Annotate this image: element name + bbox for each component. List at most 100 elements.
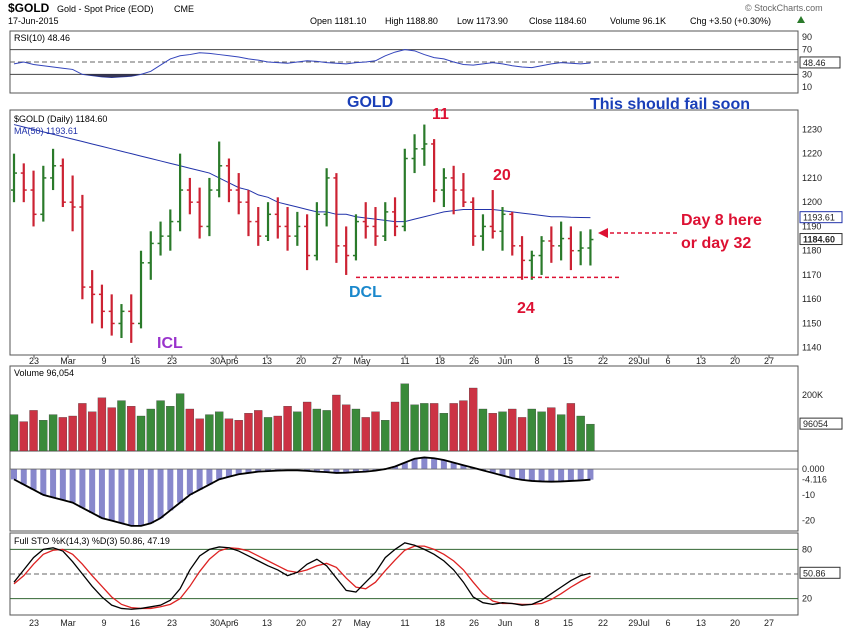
ohlc-low: Low 1173.90 xyxy=(457,16,508,26)
sto-k-line xyxy=(13,542,591,610)
volume-bar xyxy=(390,401,400,452)
volume-bar xyxy=(556,414,566,452)
symbol-title: $GOLD xyxy=(8,1,50,15)
price-x-tick: 6 xyxy=(665,356,670,366)
rsi-y-tick: 30 xyxy=(802,69,812,79)
volume-bar xyxy=(166,406,175,452)
bottom-x-tick: 13 xyxy=(262,618,272,628)
up-triangle-icon xyxy=(797,16,805,23)
macd-layer: 0.000-4.116 -10 -20 xyxy=(10,456,827,527)
volume-bar xyxy=(586,423,595,452)
last-price-box xyxy=(799,233,843,246)
cycle-low-24-label: 24 xyxy=(517,300,535,317)
price-x-tick: 13 xyxy=(262,356,272,366)
volume-bar xyxy=(478,408,488,452)
volume-bar xyxy=(322,410,331,452)
price-x-tick: Mar xyxy=(60,356,76,366)
volume-bar xyxy=(29,410,38,452)
day-note-line2: or day 32 xyxy=(681,235,751,252)
volume-bar xyxy=(185,408,195,452)
volume-bar xyxy=(88,411,97,452)
volume-bar xyxy=(537,411,546,452)
stochastic-layer: 80 20 50.86 xyxy=(10,542,841,610)
volume-bar xyxy=(371,411,380,452)
volume-bar xyxy=(146,408,155,452)
price-y-tick: 1190 xyxy=(802,221,821,231)
price-y-tick: 1220 xyxy=(802,149,822,159)
bottom-x-tick: 22 xyxy=(598,618,608,628)
price-x-tick: 23 xyxy=(29,356,39,366)
ma50-line xyxy=(13,124,591,223)
bottom-x-tick: 16 xyxy=(130,618,140,628)
volume-bar xyxy=(224,418,234,452)
rsi-y-tick: 10 xyxy=(802,82,812,92)
sto-y-tick: 80 xyxy=(802,544,812,554)
sto-current-box xyxy=(799,566,841,579)
bottom-x-tick: 18 xyxy=(435,618,445,628)
volume-bar xyxy=(302,401,312,452)
price-x-tick: 30Apr xyxy=(210,356,234,366)
rsi-y-tick: 70 xyxy=(802,45,812,55)
volume-bar xyxy=(439,413,449,452)
change-readout: Chg +3.50 (+0.30%) xyxy=(690,16,771,26)
volume-bar xyxy=(342,404,351,452)
bottom-x-tick: 30Apr xyxy=(210,618,234,628)
macd-line xyxy=(13,456,591,527)
sto-d-line xyxy=(13,545,591,610)
price-y-tick: 1140 xyxy=(802,343,821,353)
volume-bar xyxy=(547,407,556,452)
last-price-label: 1184.60 xyxy=(803,235,835,245)
price-x-tick: Jun xyxy=(498,356,513,366)
price-x-tick: 13 xyxy=(696,356,706,366)
volume-layer: 200K 96054 xyxy=(9,383,843,452)
price-y-tick: 1150 xyxy=(802,318,821,328)
day-note-line1: Day 8 here xyxy=(681,212,762,229)
bottom-x-tick: May xyxy=(353,618,371,628)
gold-annotation: GOLD xyxy=(347,94,393,111)
volume-bar xyxy=(58,417,67,452)
volume-title: Volume 96,054 xyxy=(14,368,74,378)
price-y-tick: 1200 xyxy=(802,197,822,207)
volume-bar xyxy=(283,406,292,452)
volume-bar xyxy=(117,400,126,452)
price-x-tick: 27 xyxy=(764,356,774,366)
bottom-x-tick: 20 xyxy=(730,618,740,628)
volume-bar xyxy=(566,403,576,452)
volume-bar xyxy=(156,400,165,452)
price-y-tick: 1210 xyxy=(802,173,822,183)
bottom-x-tick: 6 xyxy=(665,618,670,628)
price-y-tick: 1170 xyxy=(802,270,821,280)
bottom-x-tick: 26 xyxy=(469,618,479,628)
price-x-tick: 9 xyxy=(101,356,106,366)
price-x-tick: 11 xyxy=(400,356,409,366)
volume-bar xyxy=(381,420,390,452)
macd-y-tick: -20 xyxy=(802,516,815,526)
ma-value-box xyxy=(799,211,843,224)
volume-bar xyxy=(293,411,302,452)
price-panel-frame xyxy=(9,109,799,356)
volume-bar xyxy=(175,393,185,452)
volume-current-box xyxy=(799,417,843,430)
volume-bar xyxy=(195,418,204,452)
price-layer: 1230 1220 1210 1200 1190 1180 1170 1160 1150 1140… xyxy=(11,124,843,353)
rsi-layer: 907050301048.46 xyxy=(10,32,841,92)
price-x-tick: 15 xyxy=(563,356,573,366)
price-x-tick: 8 xyxy=(534,356,539,366)
bottom-x-tick: 9 xyxy=(101,618,106,628)
volume-bar xyxy=(263,417,273,452)
volume-bar xyxy=(205,414,214,452)
volume-bar xyxy=(127,406,136,452)
volume-bar xyxy=(449,403,458,452)
price-x-tick: 26 xyxy=(469,356,479,366)
chart-date: 17-Jun-2015 xyxy=(8,16,59,26)
volume-bar xyxy=(420,403,429,452)
ohlc-high: High 1188.80 xyxy=(385,16,438,26)
dcl-label: DCL xyxy=(349,284,382,301)
volume-bar xyxy=(9,414,19,452)
volume-bar xyxy=(19,421,28,452)
price-y-tick: 1180 xyxy=(802,246,821,256)
volume-bar xyxy=(107,407,116,452)
volume-bar xyxy=(215,411,224,452)
stochastic-title: Full STO %K(14,3) %D(3) 50.86, 47.19 xyxy=(14,536,170,546)
